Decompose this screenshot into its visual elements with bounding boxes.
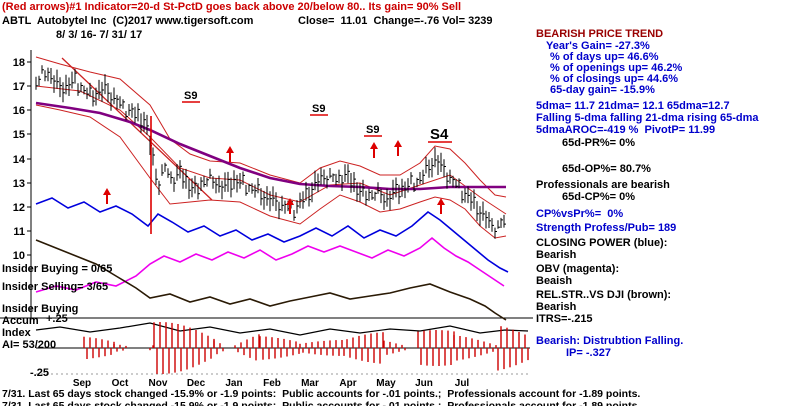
month-label: Jul	[455, 378, 470, 389]
y-axis-label: 11	[13, 226, 25, 238]
month-label: Oct	[112, 378, 129, 389]
closing-power-label: CLOSING POWER (blue):	[536, 237, 668, 249]
signal-indicator-header: (Red arrows)#1 Indicator=20-d St-PctD go…	[2, 1, 462, 13]
aroc-pivot: 5dmaAROC=-419 % PivotP= 11.99	[536, 124, 716, 136]
signal-arrow-icon	[437, 198, 445, 205]
strength-ratio: Strength Profess/Pub= 189	[536, 222, 677, 234]
month-label: Nov	[149, 378, 168, 389]
obv-label: OBV (magenta):	[536, 263, 620, 275]
insider-buying-count: Insider Buying = 0/65	[2, 263, 113, 275]
downtrend-line	[61, 57, 213, 201]
month-label: Mar	[301, 378, 319, 389]
obv-state: Beaish	[536, 275, 573, 287]
sell-signal-label: S9	[366, 124, 379, 136]
cp-vs-pr: CP%vsPr%= 0%	[536, 208, 624, 220]
price-chart-canvas[interactable]: 18 17 16 15 14 13 12 11 10 Sep Oct Nov Dec Jan Feb Mar A…	[0, 0, 535, 406]
professionals-state: Professionals are bearish	[536, 179, 670, 191]
y-axis-label: 14	[13, 154, 26, 166]
lower-band-line	[35, 104, 507, 239]
month-label: May	[376, 378, 396, 389]
y-axis-label: 13	[13, 178, 25, 190]
ticker-title: ABTL Autobytel Inc (C)2017 www.tigersoft…	[2, 15, 254, 27]
itrs-value: ITRS=-.215	[536, 313, 593, 325]
stats-panel: BEARISH PRICE TREND Year's Gain= -27.3%% …	[536, 0, 800, 406]
insider-selling-count: Insider Selling= 3/65	[2, 281, 109, 293]
obv-line	[35, 236, 505, 293]
ip-value: IP= -.327	[566, 347, 611, 359]
rel-strength-dji-line	[35, 239, 507, 321]
y-axis-label: 15	[13, 129, 25, 141]
y-axis-label: 10	[13, 250, 25, 262]
month-label: Feb	[263, 378, 281, 389]
pr-65d: 65d-PR%= 0%	[562, 137, 636, 149]
footer-clipped-line: 7/31. Last 65 days stock changed -15.9% …	[2, 400, 641, 406]
month-label: Apr	[339, 378, 356, 389]
month-label: Sep	[73, 378, 91, 389]
sell-signal-label: S4	[430, 126, 449, 143]
accum-plus-grid-label: +.25	[46, 313, 68, 325]
date-range: 8/ 3/ 16- 7/ 31/ 17	[56, 29, 143, 41]
y-axis-label: 17	[13, 81, 25, 93]
ma-65-line	[35, 101, 506, 191]
distribution-state: Bearish: Distrubtion Falling.	[536, 335, 684, 347]
ai-ratio-value: AI= 53/200	[2, 339, 57, 351]
accum-panel-label-1: Insider Buying	[2, 303, 79, 315]
closing-power-state: Bearish	[536, 249, 577, 261]
op-65d: 65d-OP%= 80.7%	[562, 163, 651, 175]
sell-signal-label: S9	[184, 90, 197, 102]
dma-trend: Falling 5-dma falling 21-dma rising 65-d…	[536, 112, 759, 124]
relstr-label: REL.STR..VS DJI (brown):	[536, 289, 672, 301]
accum-panel-label-2: Accum	[2, 315, 39, 327]
signal-arrow-icon	[103, 188, 111, 195]
footer-summary-line: 7/31. Last 65 days stock changed -15.9% …	[2, 388, 641, 400]
relstr-state: Bearish	[536, 301, 577, 313]
cp-65d: 65d-CP%= 0%	[562, 191, 636, 203]
month-label: Dec	[187, 378, 206, 389]
gain-65day: 65-day gain= -15.9%	[550, 84, 655, 96]
pct-days-up: % of days up= 46.6%	[550, 51, 659, 63]
accum-panel-label-3: Index	[2, 327, 31, 339]
accum-index-line	[35, 322, 529, 336]
closing-power-line	[35, 197, 509, 273]
pct-openings-up: % of openings up= 46.2%	[550, 62, 683, 74]
trend-heading: BEARISH PRICE TREND	[536, 28, 664, 40]
dma-values: 5dma= 11.7 21dma= 12.1 65dma=12.7	[536, 100, 730, 112]
y-axis-label: 16	[13, 105, 25, 117]
sell-signal-label: S9	[312, 103, 325, 115]
y-axis-label: 12	[13, 202, 25, 214]
month-label: Jan	[225, 378, 242, 389]
pct-closings-up: % of closings up= 44.6%	[550, 73, 679, 85]
y-axis-label: 18	[13, 57, 25, 69]
signal-arrow-icon	[394, 140, 402, 147]
signal-arrow-icon	[370, 142, 378, 149]
signal-arrow-icon	[286, 198, 294, 205]
years-gain: Year's Gain= -27.3%	[546, 40, 650, 52]
quote-summary: Close= 11.01 Change=-.76 Vol= 3239	[298, 15, 493, 27]
accum-minus-grid-label: -.25	[30, 367, 49, 379]
upper-band-line	[35, 56, 507, 198]
month-label: Jun	[415, 378, 433, 389]
signal-arrow-icon	[226, 146, 234, 153]
